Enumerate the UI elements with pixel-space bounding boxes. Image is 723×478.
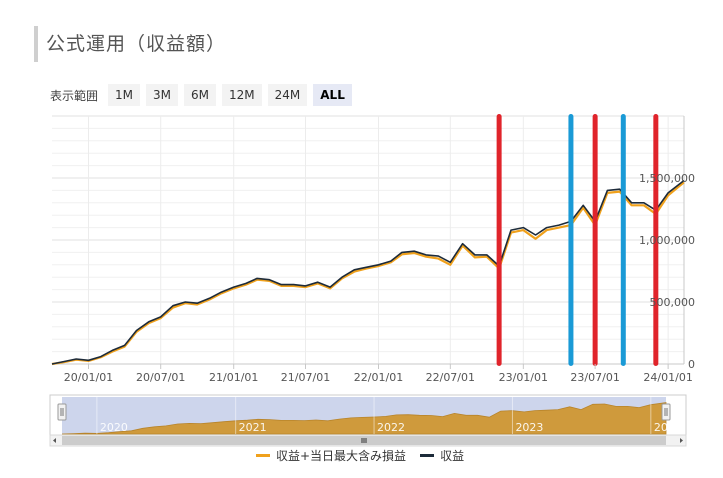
legend-swatch-icon bbox=[256, 454, 270, 457]
navigator[interactable]: 2020 2021 2022 2023 2024 bbox=[49, 394, 687, 437]
range-all-button[interactable]: ALL bbox=[313, 84, 352, 106]
marker-red bbox=[592, 114, 598, 366]
x-axis: 20/01/01 20/07/01 21/01/01 21/07/01 22/01/01… bbox=[64, 364, 693, 384]
marker-blue bbox=[620, 114, 626, 366]
y-tick-label: 1,000,000 bbox=[639, 234, 695, 247]
navigator-handle-left[interactable] bbox=[57, 403, 67, 421]
series-line-profit[interactable] bbox=[51, 179, 685, 365]
grip-icon bbox=[361, 438, 367, 443]
y-tick-label: 500,000 bbox=[650, 296, 696, 309]
x-tick-label: 22/07/01 bbox=[426, 371, 475, 384]
legend-label: 収益+当日最大含み損益 bbox=[276, 449, 407, 463]
legend-swatch-icon bbox=[420, 454, 435, 457]
range-12m-button[interactable]: 12M bbox=[222, 84, 262, 106]
legend-item-profit-with-loss[interactable]: 収益+当日最大含み損益 bbox=[256, 447, 406, 464]
x-tick-label: 24/01/01 bbox=[643, 371, 692, 384]
range-24m-button[interactable]: 24M bbox=[267, 84, 308, 106]
grid bbox=[52, 115, 685, 365]
marker-blue bbox=[568, 114, 574, 366]
x-tick-label: 21/01/01 bbox=[209, 371, 258, 384]
series-layer bbox=[51, 179, 685, 366]
x-tick-label: 20/01/01 bbox=[64, 371, 113, 384]
legend-item-profit[interactable]: 収益 bbox=[420, 447, 464, 464]
legend: 収益+当日最大含み損益 収益 bbox=[256, 447, 464, 464]
title-bar: 公式運用（収益額） bbox=[34, 26, 226, 62]
series-line-profit-with-loss[interactable] bbox=[51, 181, 685, 366]
vertical-markers bbox=[496, 114, 659, 366]
marker-red bbox=[653, 114, 659, 366]
range-label: 表示範囲 bbox=[50, 88, 99, 103]
y-tick-label: 1,500,000 bbox=[639, 172, 695, 185]
x-tick-label: 20/07/01 bbox=[136, 371, 185, 384]
range-1m-button[interactable]: 1M bbox=[108, 84, 141, 106]
x-tick-label: 23/01/01 bbox=[499, 371, 548, 384]
x-tick-label: 21/07/01 bbox=[281, 371, 330, 384]
scroll-left-icon[interactable] bbox=[53, 438, 56, 443]
y-tick-label: 0 bbox=[688, 358, 695, 371]
range-6m-button[interactable]: 6M bbox=[184, 84, 217, 106]
navigator-year-label: 2022 bbox=[377, 421, 405, 434]
x-tick-label: 23/07/01 bbox=[570, 371, 619, 384]
range-3m-button[interactable]: 3M bbox=[146, 84, 179, 106]
scroll-right-icon[interactable] bbox=[680, 438, 683, 443]
legend-label: 収益 bbox=[440, 449, 465, 463]
y-axis: 0 500,000 1,000,000 1,500,000 bbox=[639, 172, 695, 371]
navigator-year-label: 2023 bbox=[515, 421, 543, 434]
navigator-handle-right[interactable] bbox=[661, 403, 671, 421]
navigator-year-label: 2024 bbox=[654, 421, 682, 434]
page-title: 公式運用（収益額） bbox=[46, 33, 227, 55]
scrollbar[interactable] bbox=[49, 434, 687, 447]
x-tick-label: 22/01/01 bbox=[354, 371, 403, 384]
navigator-year-label: 2021 bbox=[239, 421, 267, 434]
marker-red bbox=[496, 114, 502, 366]
range-selector: 表示範囲 1M 3M 6M 12M 24M ALL bbox=[50, 84, 352, 106]
navigator-year-label: 2020 bbox=[100, 421, 128, 434]
